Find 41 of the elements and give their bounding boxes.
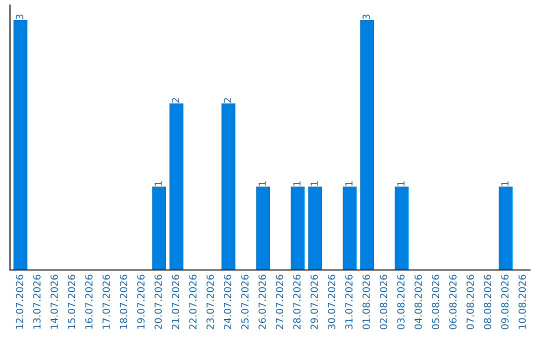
x-tick-label: 02.08.2026 (380, 274, 388, 330)
x-tick-label: 04.08.2026 (414, 274, 422, 330)
x-tick-label: 29.07.2026 (310, 274, 318, 330)
data-label: 1 (501, 181, 508, 186)
x-tick-label: 07.08.2026 (466, 274, 474, 330)
x-tick-label: 17.07.2026 (102, 274, 110, 329)
data-label: 2 (172, 98, 180, 103)
data-label: 1 (293, 181, 300, 186)
data-label: 1 (397, 181, 404, 186)
x-tick-label: 15.07.2026 (68, 274, 76, 329)
x-tick-label: 30.07.2026 (328, 274, 336, 330)
data-label: 1 (310, 181, 318, 186)
x-tick-label: 20.07.2026 (154, 274, 162, 330)
x-tick-label: 27.07.2026 (276, 274, 284, 330)
x-tick-label: 10.08.2026 (518, 274, 526, 329)
x-tick-label: 12.07.2026 (16, 274, 24, 329)
data-label: 1 (154, 181, 162, 186)
x-tick-label: 31.07.2026 (345, 274, 353, 330)
x-tick-label: 19.07.2026 (137, 274, 145, 329)
x-tick-label: 18.07.2026 (120, 274, 128, 329)
x-tick-label: 03.08.2026 (397, 274, 405, 330)
x-tick-label: 09.08.2026 (501, 274, 509, 330)
data-label: 1 (258, 181, 266, 186)
x-tick-label: 06.08.2026 (449, 274, 457, 330)
x-tick-label: 08.08.2026 (484, 274, 492, 330)
x-tick-label: 05.08.2026 (432, 274, 440, 330)
x-tick-label: 26.07.2026 (258, 274, 266, 330)
x-tick-label: 22.07.2026 (189, 274, 197, 330)
x-tick-label: 25.07.2026 (241, 274, 249, 330)
x-tick-label: 14.07.2026 (50, 274, 58, 329)
data-label: 2 (224, 98, 232, 103)
x-tick-label: 21.07.2026 (172, 274, 180, 330)
data-label: 3 (362, 14, 370, 20)
data-label: 3 (16, 14, 24, 20)
x-tick-label: 28.07.2026 (293, 274, 301, 330)
x-tick-label: 13.07.2026 (33, 274, 41, 329)
x-tick-label: 01.08.2026 (362, 274, 370, 330)
x-tick-label: 23.07.2026 (206, 274, 214, 330)
x-tick-label: 24.07.2026 (224, 274, 232, 330)
data-label: 1 (345, 181, 352, 186)
x-tick-label: 16.07.2026 (85, 274, 93, 329)
